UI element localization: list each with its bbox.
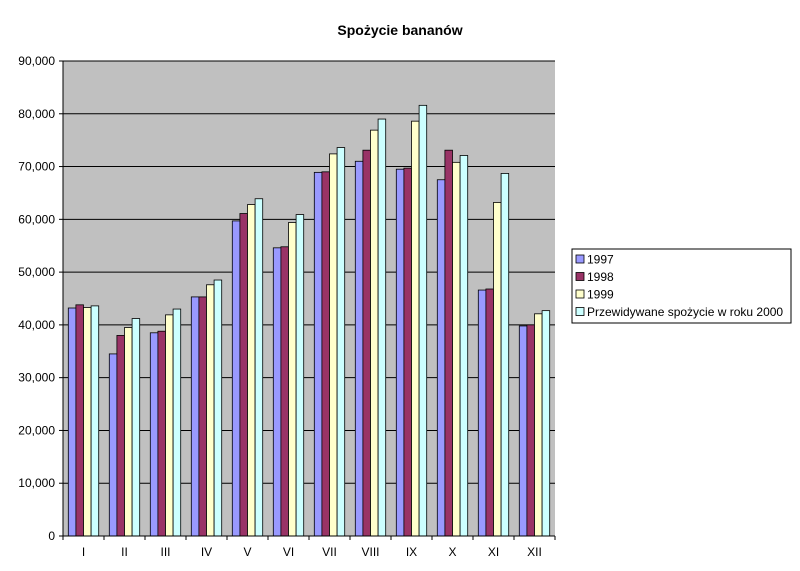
bar-1997-V	[231, 220, 241, 537]
bar-Przewidywane spożycie w roku 2000-VII	[336, 147, 346, 537]
bar-1998-I	[75, 304, 84, 537]
bar-Przewidywane spożycie w roku 2000-V	[254, 198, 264, 537]
bar-Przewidywane spożycie w roku 2000-IV	[213, 279, 223, 537]
bar-1998-XI	[485, 288, 494, 537]
bar-1998-VI	[280, 246, 289, 537]
plot-area	[63, 61, 555, 536]
bar-1999-VI	[288, 222, 297, 537]
bar-1997-IV	[190, 296, 200, 537]
bar-Przewidywane spożycie w roku 2000-IX	[418, 104, 428, 537]
bar-1998-II	[116, 335, 125, 537]
x-tick-label: V	[243, 545, 251, 559]
legend-swatch	[575, 254, 585, 264]
x-tick-label: III	[160, 545, 170, 559]
x-tick-label: X	[448, 545, 456, 559]
bar-1997-II	[108, 353, 118, 537]
bar-1997-VII	[313, 171, 323, 537]
bar-1999-V	[247, 204, 256, 537]
x-tick-label: II	[121, 545, 128, 559]
bar-Przewidywane spożycie w roku 2000-II	[131, 318, 141, 537]
bar-1998-V	[239, 213, 248, 537]
bar-1998-VII	[321, 171, 330, 537]
x-tick-label: VI	[283, 545, 294, 559]
bar-Przewidywane spożycie w roku 2000-III	[172, 308, 182, 537]
bar-1999-XI	[493, 202, 502, 537]
legend-swatch	[575, 272, 585, 281]
bar-1999-II	[124, 327, 133, 537]
bar-1997-IX	[395, 168, 405, 537]
bar-1997-XI	[477, 289, 487, 537]
legend-box	[571, 248, 792, 324]
bar-Przewidywane spożycie w roku 2000-X	[459, 155, 469, 537]
y-tick-label: 40,000	[18, 318, 55, 332]
bar-1998-IV	[198, 296, 207, 537]
x-tick-label: XI	[488, 545, 499, 559]
bar-1997-III	[149, 332, 159, 537]
bar-1999-IX	[411, 120, 420, 537]
y-tick-label: 0	[48, 529, 55, 543]
bar-1998-IX	[403, 167, 412, 537]
x-tick-label: VIII	[361, 545, 379, 559]
y-tick-label: 30,000	[18, 371, 55, 385]
bar-Przewidywane spożycie w roku 2000-VIII	[377, 118, 387, 537]
bar-1999-VII	[329, 153, 338, 537]
legend-label: 1999	[587, 288, 614, 302]
bar-1998-VIII	[362, 149, 371, 537]
bar-1998-XII	[526, 324, 535, 537]
y-tick-label: 20,000	[18, 423, 55, 437]
legend-label: Przewidywane spożycie w roku 2000	[587, 305, 783, 319]
x-tick-label: XII	[527, 545, 542, 559]
bar-1997-I	[67, 307, 77, 537]
y-tick-label: 60,000	[18, 212, 55, 226]
bar-1997-VI	[272, 247, 282, 537]
bar-1999-IV	[206, 284, 215, 537]
y-tick-label: 90,000	[18, 54, 55, 68]
bar-1997-XII	[518, 325, 528, 537]
legend-swatch	[575, 289, 585, 299]
bar-Przewidywane spożycie w roku 2000-VI	[295, 214, 305, 537]
bar-1998-X	[444, 149, 453, 537]
bar-1999-X	[452, 161, 461, 537]
y-tick-label: 70,000	[18, 160, 55, 174]
legend-label: 1998	[587, 270, 614, 284]
bar-1997-VIII	[354, 160, 364, 537]
y-tick-label: 50,000	[18, 265, 55, 279]
y-tick-label: 80,000	[18, 107, 55, 121]
y-tick-label: 10,000	[18, 476, 55, 490]
bar-1999-I	[83, 307, 92, 537]
x-tick-label: I	[82, 545, 85, 559]
bar-1999-VIII	[370, 129, 379, 537]
legend-swatch	[575, 307, 585, 316]
bar-Przewidywane spożycie w roku 2000-XI	[500, 173, 510, 537]
x-tick-label: IX	[406, 545, 417, 559]
chart-title: Spożycie bananów	[337, 22, 462, 38]
bar-Przewidywane spożycie w roku 2000-I	[90, 305, 100, 537]
bar-1997-X	[436, 179, 446, 537]
bar-1998-III	[157, 330, 166, 537]
bar-1999-XII	[534, 313, 543, 537]
x-tick-label: VII	[322, 545, 337, 559]
bar-1999-III	[165, 314, 174, 537]
x-tick-label: IV	[201, 545, 212, 559]
bar-Przewidywane spożycie w roku 2000-XII	[541, 310, 551, 537]
legend-label: 1997	[587, 253, 614, 267]
